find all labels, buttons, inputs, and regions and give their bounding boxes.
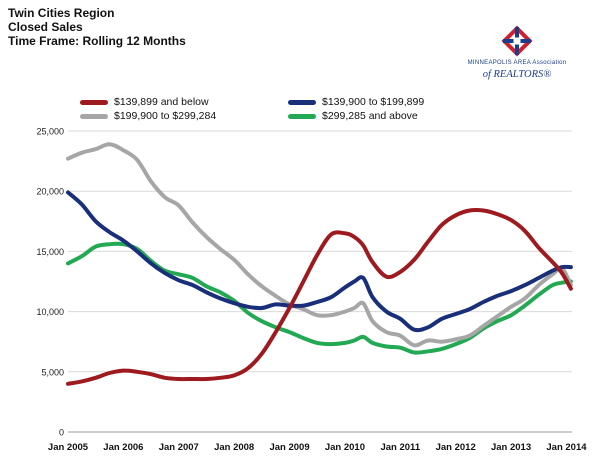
series-line-3 xyxy=(66,142,573,348)
legend-label-series-4: $299,285 and above xyxy=(322,110,418,122)
logo-text-line-1: MINNEAPOLIS AREA Association xyxy=(467,60,567,66)
title-line-2: Closed Sales xyxy=(8,20,83,34)
chart-gridlines xyxy=(68,130,572,433)
y-tick-label-5000: 5,000 xyxy=(41,367,64,377)
legend-label-series-3: $199,900 to $299,284 xyxy=(114,110,217,122)
x-tick-label-2014: Jan 2014 xyxy=(546,442,587,453)
x-tick-label-2007: Jan 2007 xyxy=(159,442,199,453)
x-tick-label-2013: Jan 2013 xyxy=(491,442,531,453)
chart-legend: $139,899 and below $199,900 to $299,284 … xyxy=(0,0,600,130)
y-tick-label-15000: 15,000 xyxy=(36,247,64,257)
y-tick-label-20000: 20,000 xyxy=(36,187,64,197)
chart-series xyxy=(66,142,573,386)
realtors-logo-icon xyxy=(501,25,533,57)
x-tick-label-2011: Jan 2011 xyxy=(380,442,420,453)
legend-swatch-series-4 xyxy=(288,113,316,119)
legend-label-series-1: $139,899 and below xyxy=(114,96,209,108)
legend-item-series-1: $139,899 and below xyxy=(80,96,209,108)
x-tick-label-2009: Jan 2009 xyxy=(269,442,309,453)
y-axis-tick-labels: 0 5,000 10,000 15,000 20,000 25,000 xyxy=(36,127,64,438)
chart-title-block: Twin Cities Region Closed Sales Time Fra… xyxy=(8,6,186,48)
legend-swatch-series-1 xyxy=(80,99,108,105)
x-axis-tick-labels: Jan 2005 Jan 2006 Jan 2007 Jan 2008 Jan 2009… xyxy=(48,442,587,453)
x-tick-label-2008: Jan 2008 xyxy=(214,442,254,453)
x-tick-label-2005: Jan 2005 xyxy=(48,442,89,453)
y-tick-label-0: 0 xyxy=(59,428,64,438)
x-tick-label-2012: Jan 2012 xyxy=(436,442,476,453)
series-line-2 xyxy=(66,190,573,333)
title-line-3: Time Frame: Rolling 12 Months xyxy=(8,34,186,48)
legend-item-series-2: $139,900 to $199,899 xyxy=(288,96,424,108)
realtors-logo: MINNEAPOLIS AREA Association of REALTORS… xyxy=(452,22,582,84)
legend-swatch-series-3 xyxy=(80,113,108,119)
legend-item-series-3: $199,900 to $299,284 xyxy=(80,110,216,122)
y-tick-label-25000: 25,000 xyxy=(36,127,64,137)
x-tick-label-2010: Jan 2010 xyxy=(325,442,365,453)
series-line-1 xyxy=(66,207,573,386)
logo-text-line-2: of REALTORS® xyxy=(482,69,552,80)
legend-item-series-4: $299,285 and above xyxy=(288,110,418,122)
title-line-1: Twin Cities Region xyxy=(8,6,115,20)
legend-label-series-2: $139,900 to $199,899 xyxy=(322,96,425,108)
x-tick-label-2006: Jan 2006 xyxy=(103,442,143,453)
legend-swatch-series-2 xyxy=(288,99,316,105)
y-tick-label-10000: 10,000 xyxy=(36,307,64,317)
